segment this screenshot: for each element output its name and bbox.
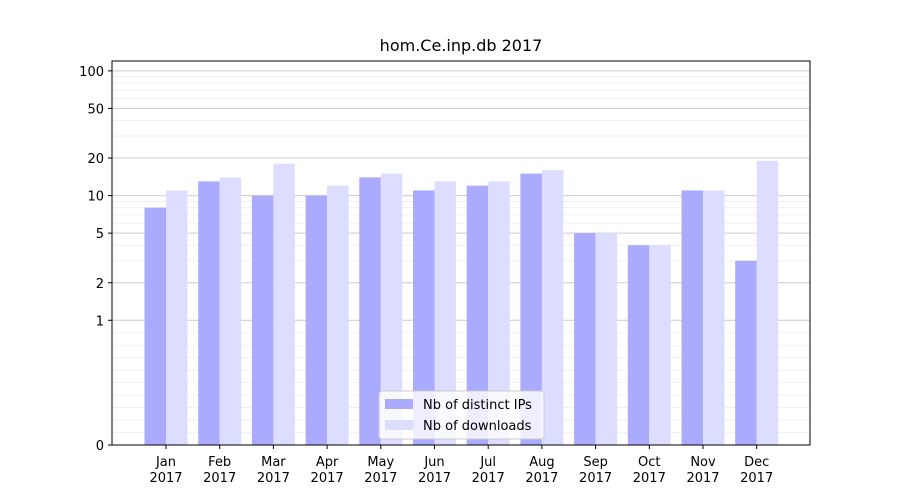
- bar: [735, 260, 757, 445]
- bar: [166, 190, 188, 445]
- x-tick-label-month: May: [367, 455, 394, 470]
- bar: [273, 163, 295, 445]
- bar: [681, 190, 703, 445]
- plot-frame: [111, 60, 811, 446]
- bar: [488, 181, 510, 445]
- bar: [380, 173, 403, 445]
- bars-layer: [144, 160, 779, 445]
- legend-label: Nb of distinct IPs: [423, 398, 532, 413]
- bar: [466, 185, 489, 445]
- bar: [144, 207, 166, 445]
- x-tick-label-year: 2017: [579, 471, 612, 486]
- y-tick-label: 50: [87, 102, 104, 117]
- x-tick-label-year: 2017: [364, 471, 397, 486]
- bar: [541, 170, 564, 445]
- bar: [198, 181, 220, 445]
- x-tick-label-month: Oct: [638, 455, 660, 470]
- x-tick-label-year: 2017: [257, 471, 290, 486]
- x-tick-label-year: 2017: [686, 471, 719, 486]
- y-tick-label: 1: [96, 314, 104, 329]
- bar: [413, 190, 435, 445]
- bar: [434, 181, 456, 445]
- legend-swatch: [385, 420, 413, 430]
- axes-layer: 0125102050100Jan2017Feb2017Mar2017Apr201…: [79, 60, 811, 486]
- chart-title: hom.Ce.inp.db 2017: [380, 36, 543, 55]
- x-tick-label-year: 2017: [203, 471, 236, 486]
- legend-swatch: [385, 399, 413, 409]
- x-tick-label-month: Mar: [261, 455, 286, 470]
- x-tick-label-month: Apr: [316, 455, 339, 470]
- y-tick-label: 10: [87, 190, 104, 205]
- bar: [703, 190, 725, 445]
- bar: [649, 245, 671, 445]
- y-tick-label: 5: [96, 227, 104, 242]
- bar: [305, 195, 328, 445]
- x-tick-label-month: Nov: [690, 455, 716, 470]
- x-tick-label-year: 2017: [472, 471, 505, 486]
- x-tick-label-year: 2017: [418, 471, 451, 486]
- x-tick-label-month: Dec: [744, 455, 769, 470]
- y-tick-label: 0: [96, 439, 104, 454]
- bar: [627, 245, 650, 445]
- x-tick-label-year: 2017: [740, 471, 773, 486]
- bar: [756, 160, 779, 445]
- bar: [251, 195, 274, 445]
- x-tick-label-year: 2017: [311, 471, 344, 486]
- x-tick-label-month: Jun: [423, 455, 444, 470]
- x-tick-label-year: 2017: [149, 471, 182, 486]
- bar: [359, 177, 381, 445]
- y-tick-label: 20: [87, 152, 104, 167]
- y-tick-label: 100: [79, 65, 104, 80]
- bar: [574, 233, 596, 445]
- x-tick-label-month: Jan: [155, 455, 176, 470]
- x-tick-label-year: 2017: [525, 471, 558, 486]
- y-tick-label: 2: [96, 277, 104, 292]
- legend: Nb of distinct IPs Nb of downloads: [378, 390, 545, 440]
- bar: [219, 177, 242, 445]
- bar: [520, 173, 542, 445]
- legend-label: Nb of downloads: [423, 419, 532, 434]
- bar: [327, 185, 349, 445]
- bar: [595, 233, 618, 445]
- x-tick-label-year: 2017: [633, 471, 666, 486]
- legend-box: [378, 390, 545, 440]
- x-tick-label-month: Sep: [583, 455, 608, 470]
- x-tick-label-month: Jul: [479, 455, 496, 470]
- x-tick-label-month: Aug: [529, 455, 554, 470]
- x-tick-label-month: Feb: [208, 455, 231, 470]
